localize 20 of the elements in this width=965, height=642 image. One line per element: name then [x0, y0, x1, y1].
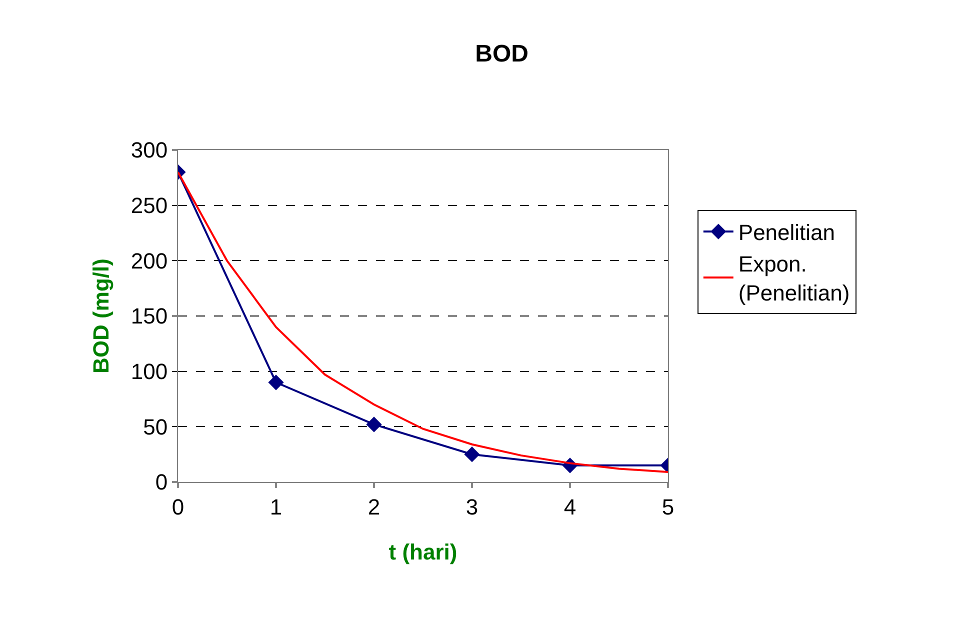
x-tick-label: 0: [172, 494, 184, 520]
x-tick-label: 4: [564, 494, 576, 520]
point: [464, 446, 480, 462]
x-axis-title: t (hari): [388, 539, 458, 564]
y-tick-label: 250: [130, 193, 168, 218]
x-tick-label: 1: [270, 494, 282, 520]
legend-label: Penelitian: [738, 220, 836, 246]
x-tick-label: 5: [662, 494, 674, 520]
point: [366, 416, 382, 432]
y-tick-label: 100: [130, 359, 168, 384]
y-tick-label: 50: [143, 414, 168, 440]
y-tick-label: 300: [130, 138, 168, 163]
x-tick-label: 3: [466, 494, 478, 520]
y-axis-title: BOD (mg/l): [88, 258, 114, 374]
legend-label: Expon. (Penelitian): [738, 252, 850, 306]
y-tick-label: 200: [130, 248, 168, 274]
y-tick-label: 0: [155, 470, 168, 495]
x-tick-label: 2: [368, 494, 380, 520]
y-tick-label: 150: [130, 304, 168, 329]
chart-title: BOD: [475, 40, 528, 68]
